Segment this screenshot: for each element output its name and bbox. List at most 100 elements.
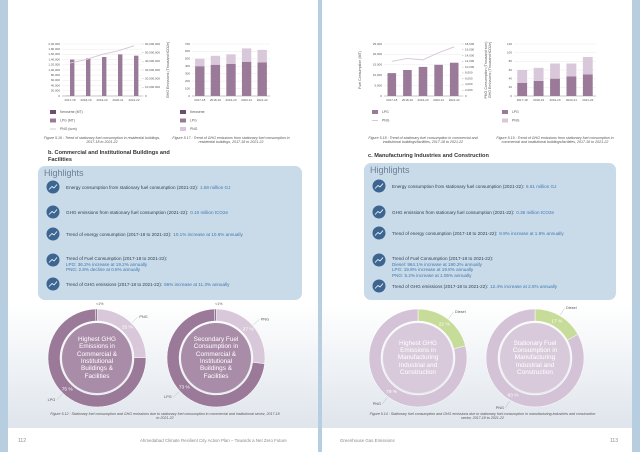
leader-line <box>448 312 454 319</box>
bar-segment <box>566 63 577 77</box>
y-tick-label: 5,000 <box>374 83 382 87</box>
y-tick-label: 20,000 <box>373 52 383 56</box>
y-tick-label: 0 <box>58 94 60 98</box>
highlight-item: Trend of GHG emissions (2017-18 to 2021-… <box>66 282 296 288</box>
y-tick-label: 200 <box>185 79 190 83</box>
y-axis-title: GHG Emissions (Thousand tCO2e) <box>488 42 492 98</box>
segment-label: 83 % <box>508 392 520 398</box>
y-tick-label: 400 <box>185 64 190 68</box>
y-axis-title: GHG Emissions (Thousand tCO2e) <box>166 42 170 98</box>
legend-swatch <box>50 118 56 123</box>
donut-title: Highest GHG Emissions in Manufacturing I… <box>397 339 439 377</box>
y-tick-label: 700 <box>185 42 190 46</box>
legend-swatch <box>502 110 508 114</box>
bar-segment <box>550 63 560 79</box>
segment-name: PNG <box>139 315 147 319</box>
segment-name: LPG <box>164 395 172 399</box>
bar <box>102 57 107 96</box>
y2-tick-label: 10,000 <box>465 65 475 69</box>
highlights-box <box>364 163 616 300</box>
bar-segment <box>241 48 252 62</box>
y2-tick-label: 16,000 <box>465 48 475 52</box>
y-tick-label: 0 <box>380 94 382 98</box>
y2-tick-label: 18,000 <box>465 42 475 46</box>
x-tick-label: 2018-19 <box>210 98 221 102</box>
bar <box>434 64 443 96</box>
y2-tick-label: 14,000 <box>465 53 475 57</box>
y-axis-title: Fuel Consumption (MT) <box>358 51 362 89</box>
y-tick-label: 15,000 <box>373 63 383 67</box>
y2-tick-label: 6,000 <box>465 76 473 80</box>
highlight-line: Diesel: 964.1% increase at 190.2% annual… <box>392 261 482 267</box>
y2-tick-label: 60,000,000 <box>145 42 160 46</box>
legend-swatch <box>180 110 186 114</box>
highlight-item: Trend of Fuel Consumption (2017-18 to 20… <box>392 256 610 279</box>
x-tick-label: 2019-20 <box>225 98 236 102</box>
segment-name: PNG <box>261 317 269 321</box>
segment-label: <1% <box>215 302 223 306</box>
x-tick-label: 2018-19 <box>80 98 91 102</box>
line-series <box>69 45 135 64</box>
highlight-item: Energy consumption from stationary fuel … <box>392 184 610 190</box>
segment-label: 27 % <box>243 327 255 333</box>
segment-label: 73 % <box>179 384 191 390</box>
y-tick-label: 60 <box>509 68 513 72</box>
figure-caption: Figure 5.17 : Trend of GHG emissions fro… <box>172 136 290 145</box>
x-tick-label: 2020-21 <box>241 98 252 102</box>
bar <box>418 66 428 96</box>
highlight-line: LPG: 19.8% increase at 19.8% annually <box>392 267 474 273</box>
legend-label: LPG <box>512 110 519 114</box>
y2-tick-label: 0 <box>465 94 467 98</box>
y-tick-label: 0 <box>188 94 190 98</box>
donut-segment <box>95 308 98 322</box>
x-tick-label: 2021-22 <box>582 98 593 102</box>
bar-segment <box>533 80 544 96</box>
highlight-glyph <box>374 230 384 236</box>
running-title: Ahmedabad Climate Resilient City Action … <box>140 438 287 443</box>
figure-caption: Figure 5.18 : Trend of stationary fuel c… <box>368 136 478 145</box>
bar-segment <box>533 67 544 81</box>
highlight-label: Trend of energy consumption (2017-18 to … <box>66 231 172 237</box>
highlight-item: GHG emissions from stationary fuel consu… <box>66 210 296 216</box>
legend-swatch <box>180 127 186 131</box>
y2-axis-title: PNG Consumption (Thousand scm) <box>484 42 488 99</box>
x-tick-label: 2021-22 <box>128 98 139 102</box>
highlights-box <box>38 166 302 300</box>
highlight-value: 10.1% increase at 10.6% annually <box>173 231 243 237</box>
section-title: c. Manufacturing Industries and Construc… <box>368 153 489 159</box>
legend-swatch <box>180 118 186 123</box>
y-tick-label: 1,20,000 <box>48 63 60 67</box>
section-title: b. Commercial and Institutional Building… <box>48 150 170 163</box>
y2-tick-label: 4,000 <box>465 82 473 86</box>
leader-line <box>505 400 510 408</box>
highlight-label: Trend of Fuel Consumption (2017-18 to 20… <box>66 256 168 261</box>
x-tick-label: 2020-21 <box>433 98 444 102</box>
y2-tick-label: 10,000,000 <box>145 85 160 89</box>
highlight-value: 8.9% increase at 1.8% annually <box>499 230 564 236</box>
highlight-value: 0.10 million tCO2e <box>190 209 229 215</box>
segment-label: 25 % <box>122 325 134 331</box>
legend-label: LPG <box>190 118 197 122</box>
highlight-glyph <box>374 209 384 215</box>
figure-caption: Figure 5.12 : Stationary fuel consumptio… <box>50 412 280 421</box>
highlight-glyph <box>374 283 384 289</box>
running-title: Greenhouse Gas Emissions <box>340 438 395 443</box>
highlight-label: GHG emissions from stationary fuel consu… <box>392 209 515 215</box>
bar-segment <box>566 76 577 96</box>
segment-name: Diesel <box>566 306 577 310</box>
highlight-value: 6.61 million GJ <box>526 183 557 189</box>
bar <box>387 73 397 96</box>
highlight-value: 0.36 million tCO2e <box>516 209 555 215</box>
leader-line <box>253 319 260 325</box>
y2-tick-label: 2,000 <box>465 88 473 92</box>
legend-swatch <box>502 118 508 123</box>
bar-segment <box>241 61 252 96</box>
legend-label: LPG <box>382 110 389 114</box>
y-tick-label: 120 <box>507 42 512 46</box>
segment-name: Diesel <box>455 310 466 314</box>
highlight-label: Trend of Fuel Consumption (2017-18 to 20… <box>392 256 494 261</box>
y-tick-label: 80,000 <box>51 73 61 77</box>
x-tick-label: 2020-21 <box>112 98 123 102</box>
line-series <box>391 46 455 62</box>
